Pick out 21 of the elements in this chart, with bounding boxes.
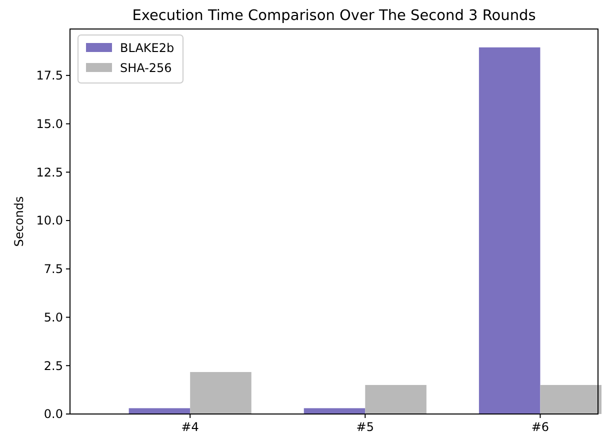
y-tick-label: 17.5 [36, 68, 63, 83]
y-tick-label: 10.0 [36, 214, 63, 228]
bar [478, 47, 540, 414]
bar [540, 384, 602, 414]
x-tick-label: #5 [356, 420, 374, 434]
bar [304, 408, 366, 414]
legend-label: BLAKE2b [120, 41, 174, 56]
x-tick-label: #6 [531, 420, 550, 434]
y-axis-title: Seconds [12, 196, 26, 247]
y-tick-label: 12.5 [36, 165, 63, 180]
bar [365, 384, 426, 414]
bar [190, 372, 252, 414]
y-tick-label: 7.5 [44, 262, 63, 276]
x-tick-label: #4 [181, 420, 199, 434]
y-tick-label: 0.0 [44, 407, 63, 422]
chart-title: Execution Time Comparison Over The Second 3 Rounds [132, 8, 536, 24]
y-tick-label: 15.0 [36, 117, 63, 131]
legend-label: SHA-256 [120, 61, 172, 76]
y-tick-label: 2.5 [44, 358, 63, 373]
bar [128, 408, 190, 414]
y-tick-label: 5.0 [44, 310, 63, 324]
